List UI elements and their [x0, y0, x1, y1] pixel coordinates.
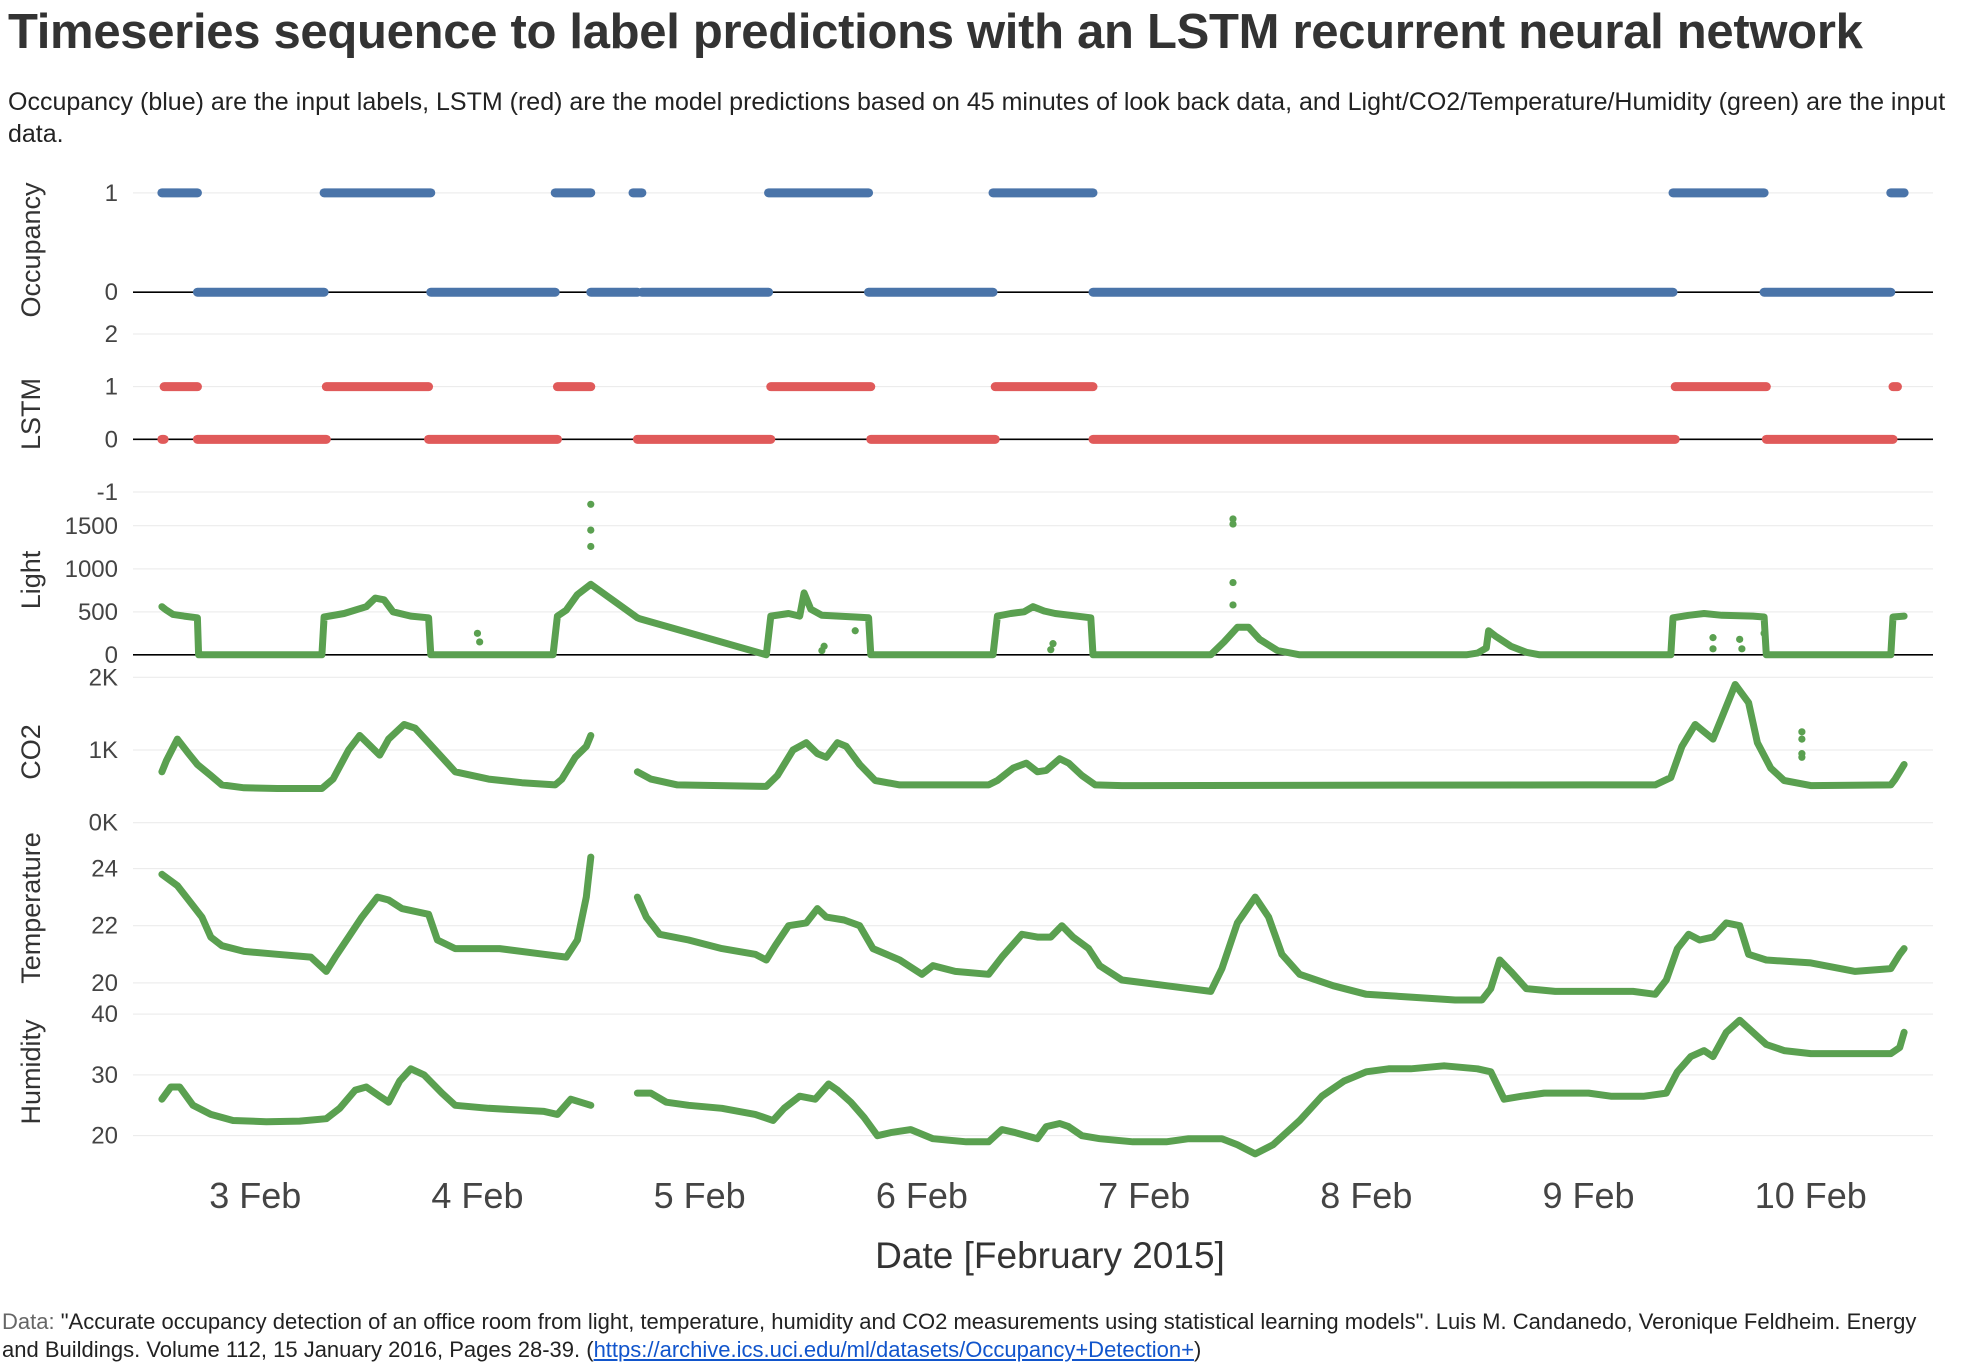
x-tick-label: 9 Feb	[1543, 1175, 1635, 1216]
x-tick-label: 4 Feb	[431, 1175, 523, 1216]
data-point	[1738, 645, 1746, 653]
x-tick-label: 7 Feb	[1098, 1175, 1190, 1216]
y-tick-label: 2	[105, 321, 118, 348]
x-tick-label: 10 Feb	[1755, 1175, 1867, 1216]
y-tick-label: 0K	[89, 810, 118, 837]
y-axis-label: CO2	[16, 724, 46, 780]
y-tick-label: 500	[78, 599, 118, 626]
chart-subtitle: Occupancy (blue) are the input labels, L…	[8, 88, 1946, 148]
panel-humidity: 20 30 40 Humidity	[16, 1001, 1933, 1158]
data-point	[1760, 629, 1768, 637]
data-line	[158, 580, 1908, 659]
y-axis-label: Humidity	[16, 1019, 46, 1125]
data-point	[1709, 634, 1717, 642]
x-axis: 3 Feb 4 Feb 5 Feb 6 Feb 7 Feb 8 Feb 9 Feb 10 Fe…	[209, 1175, 1867, 1216]
y-axis-label: Light	[16, 550, 46, 609]
y-tick-label: 1000	[65, 556, 118, 583]
dataset-link[interactable]: https://archive.ics.uci.edu/ml/datasets/…	[593, 1337, 1194, 1362]
y-tick-label: 30	[91, 1062, 118, 1089]
panel-occupancy: 0 1 Occupancy	[16, 180, 1933, 318]
panel-temperature: 20 22 24 Temperature	[16, 832, 1933, 1004]
y-tick-label: 1	[105, 180, 118, 207]
data-point	[1798, 735, 1806, 743]
data-line	[633, 893, 1908, 1004]
data-point	[1709, 645, 1717, 653]
data-point	[1229, 520, 1237, 528]
footer-close: )	[1193, 1337, 1202, 1362]
data-point	[196, 650, 204, 658]
data-point	[820, 642, 828, 650]
data-point	[587, 500, 595, 508]
y-tick-label: 20	[91, 1123, 118, 1150]
y-axis-label: LSTM	[16, 378, 46, 450]
data-point	[1229, 515, 1237, 523]
data-source-footer: Data: "Accurate occupancy detection of a…	[2, 1308, 1952, 1364]
panel-lstm: -1 0 1 2 LSTM	[16, 321, 1933, 506]
footer-citation: "Accurate occupancy detection of an offi…	[2, 1309, 1917, 1362]
x-tick-label: 3 Feb	[209, 1175, 301, 1216]
y-axis-label: Temperature	[16, 832, 46, 984]
data-line	[158, 853, 595, 975]
data-point	[587, 542, 595, 551]
x-tick-label: 5 Feb	[654, 1175, 746, 1216]
data-line	[633, 681, 1908, 790]
y-tick-label: 22	[91, 913, 118, 940]
timeseries-chart: 0 1 Occupancy -1 0 1 2 LSTM 0 500 1000 1500 Light 0K 1…	[16, 180, 1933, 1276]
panel-co2: 0K 1K 2K CO2	[16, 664, 1933, 837]
x-tick-label: 8 Feb	[1320, 1175, 1412, 1216]
y-tick-label: 0	[105, 426, 118, 453]
panel-light: 0 500 1000 1500 Light	[16, 500, 1933, 669]
data-point	[1229, 601, 1237, 609]
data-point	[1047, 646, 1055, 654]
data-point	[1798, 753, 1806, 761]
data-point	[473, 629, 482, 637]
data-point	[1736, 635, 1744, 643]
data-line	[158, 721, 595, 792]
data-point	[851, 627, 859, 635]
y-tick-label: 1K	[89, 737, 118, 764]
y-tick-label: 1500	[65, 513, 118, 540]
chart-title: Timeseries sequence to label predictions…	[8, 5, 1863, 59]
y-tick-label: 40	[91, 1001, 118, 1028]
x-tick-label: 6 Feb	[876, 1175, 968, 1216]
chart-panels: 0 1 Occupancy -1 0 1 2 LSTM 0 500 1000 1500 Light 0K 1…	[16, 180, 1933, 1158]
y-axis-label: Occupancy	[16, 182, 46, 318]
y-tick-label: 1	[105, 374, 118, 401]
y-tick-label: 24	[91, 856, 118, 883]
data-point	[1229, 578, 1237, 587]
x-axis-label: Date [February 2015]	[875, 1235, 1225, 1276]
y-tick-label: 0	[105, 642, 118, 669]
data-point	[1798, 728, 1806, 736]
footer-label: Data:	[2, 1309, 55, 1334]
data-line	[158, 1065, 595, 1126]
y-tick-label: 0	[105, 279, 118, 306]
data-point	[1049, 640, 1057, 648]
y-tick-label: -1	[97, 479, 118, 506]
data-point	[587, 526, 595, 534]
data-line	[633, 1016, 1908, 1158]
y-tick-label: 2K	[89, 664, 118, 691]
data-point	[476, 638, 484, 646]
y-tick-label: 20	[91, 970, 118, 997]
